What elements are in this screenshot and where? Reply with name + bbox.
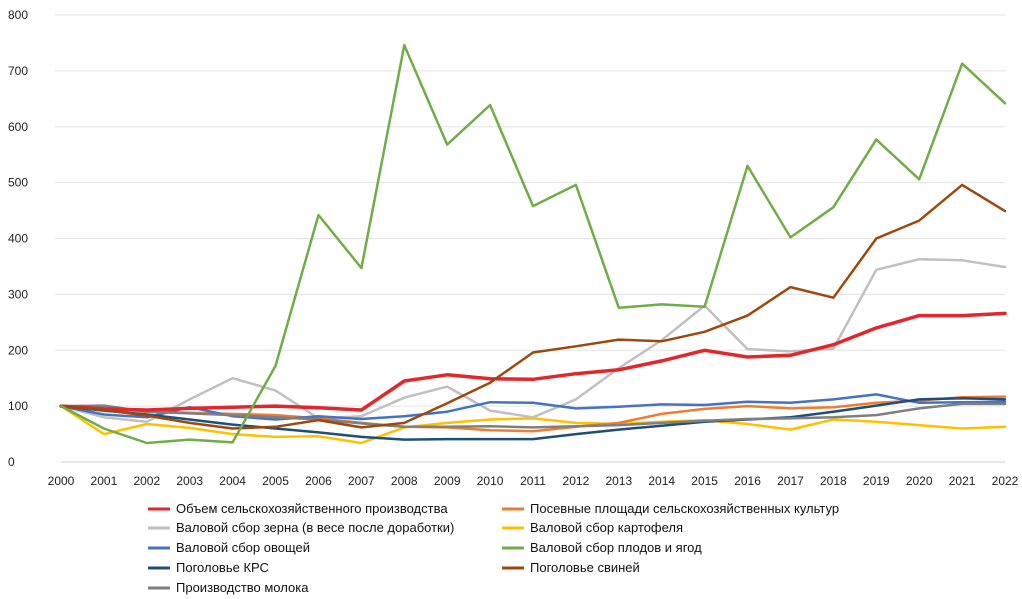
x-tick-label: 2001: [91, 474, 118, 488]
y-tick-label: 500: [8, 176, 28, 190]
legend-item: Валовой сбор зерна (в весе после доработ…: [176, 520, 454, 535]
x-tick-label: 2000: [48, 474, 75, 488]
y-tick-label: 300: [8, 287, 28, 301]
series-line: [59, 183, 1007, 430]
x-tick-label: 2017: [777, 474, 804, 488]
legend-item: Валовой сбор плодов и ягод: [530, 540, 702, 555]
series-line: [59, 43, 1007, 445]
legend-item: Объем сельскохозяйственного производства: [176, 501, 448, 516]
y-tick-label: 0: [8, 455, 15, 469]
chart-legend: Объем сельскохозяйственного производства…: [148, 501, 839, 595]
legend-item: Поголовье КРС: [176, 560, 269, 575]
series-line: [59, 311, 1007, 412]
legend-item: Поголовье свиней: [530, 560, 640, 575]
x-tick-label: 2015: [691, 474, 718, 488]
x-tick-label: 2020: [906, 474, 933, 488]
x-tick-label: 2003: [176, 474, 203, 488]
chart-grid: [55, 14, 1005, 407]
y-tick-label: 700: [8, 64, 28, 78]
legend-item: Посевные площади сельскохозяйственных ку…: [530, 501, 839, 516]
y-tick-label: 400: [8, 232, 28, 246]
x-tick-label: 2018: [820, 474, 847, 488]
x-tick-label: 2005: [262, 474, 289, 488]
legend-item: Валовой сбор овощей: [176, 540, 310, 555]
x-tick-label: 2019: [863, 474, 890, 488]
x-tick-label: 2007: [348, 474, 375, 488]
y-tick-label: 100: [8, 399, 28, 413]
x-tick-label: 2012: [563, 474, 590, 488]
x-tick-label: 2021: [949, 474, 976, 488]
y-tick-label: 200: [8, 343, 28, 357]
x-tick-label: 2009: [434, 474, 461, 488]
y-tick-label: 600: [8, 120, 28, 134]
series-line: [59, 393, 1007, 421]
x-tick-label: 2004: [219, 474, 246, 488]
series-line: [59, 257, 1007, 424]
x-tick-label: 2010: [477, 474, 504, 488]
x-tick-label: 2022: [992, 474, 1019, 488]
series-lines: [59, 43, 1007, 445]
x-tick-label: 2002: [133, 474, 160, 488]
x-axis-ticks: 2000 2001 2002 2003 2004 2005 2006 2007 2008 2009…: [48, 474, 1019, 488]
y-tick-label: 800: [8, 8, 28, 22]
legend-item: Валовой сбор картофеля: [530, 520, 683, 535]
x-tick-label: 2016: [734, 474, 761, 488]
x-tick-label: 2006: [305, 474, 332, 488]
series-line: [59, 397, 1007, 441]
series-line: [59, 402, 1007, 429]
x-tick-label: 2014: [648, 474, 675, 488]
y-axis-ticks: 0 100 200 300 400 500 600 700 800: [8, 8, 28, 469]
x-tick-label: 2011: [520, 474, 546, 488]
x-tick-label: 2008: [391, 474, 418, 488]
legend-item: Производство молока: [176, 580, 309, 595]
x-tick-label: 2013: [605, 474, 632, 488]
